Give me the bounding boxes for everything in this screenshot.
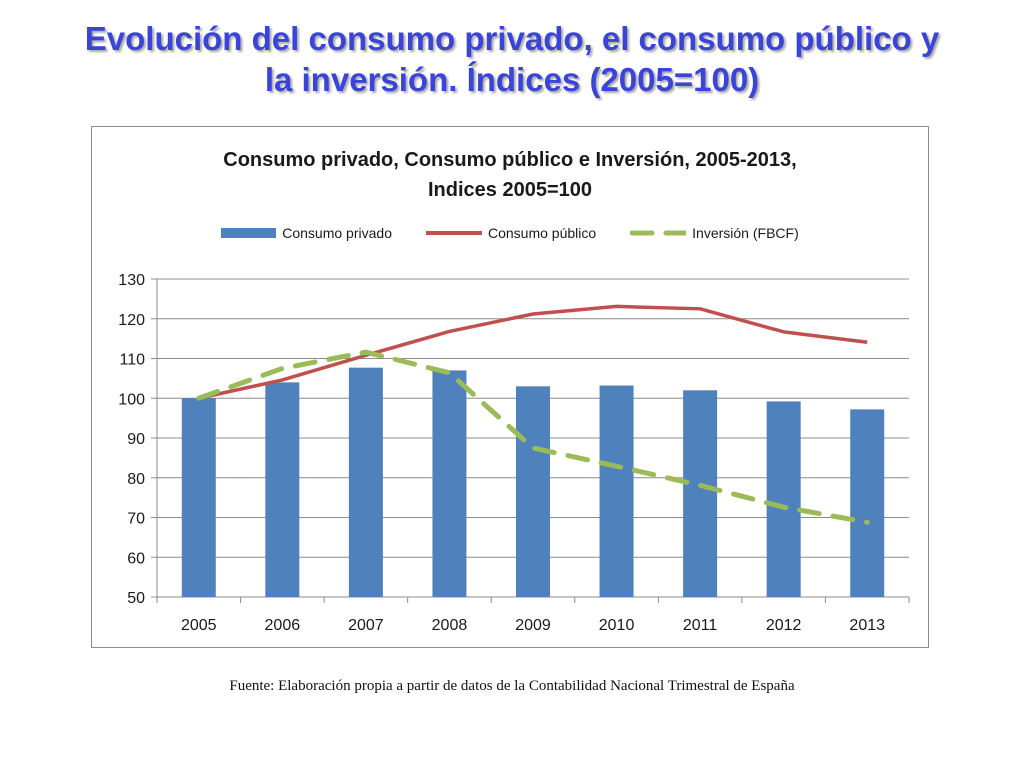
plot-area: 50 60 70 80 90 100 110 120 130 2005 2006 2007 2008 20… [118, 272, 910, 634]
legend-label-consumo-privado: Consumo privado [282, 225, 392, 241]
x-tick-label: 2008 [432, 617, 468, 634]
legend-swatch-bar [221, 228, 277, 238]
y-tick-label: 120 [118, 312, 145, 329]
x-tick-label: 2009 [515, 617, 551, 634]
y-tick-label: 60 [127, 550, 145, 567]
bar-consumo-privado-2006 [265, 382, 300, 597]
legend-label-consumo-publico: Consumo público [487, 225, 597, 241]
legend-label-inversion: Inversión (FBCF) [692, 225, 799, 241]
bar-consumo-privado-2008 [432, 370, 467, 597]
x-tick-label: 2007 [348, 617, 384, 634]
legend-item-consumo-publico: Consumo público [425, 225, 597, 241]
x-tick-label: 2010 [599, 617, 635, 634]
legend-swatch-dashed-line [630, 230, 687, 236]
chart-title-line2: Indices 2005=100 [427, 179, 592, 201]
slide-title-line1: Evolución del consumo privado, el consum… [84, 20, 940, 57]
chart-title: Consumo privado, Consumo público e Inver… [92, 145, 928, 205]
y-tick-label: 70 [127, 511, 145, 528]
x-tick-label: 2012 [766, 617, 802, 634]
slide-title: Evolución del consumo privado, el consum… [40, 18, 984, 100]
y-tick-label: 90 [127, 431, 145, 448]
chart-title-line1: Consumo privado, Consumo público e Inver… [223, 149, 797, 171]
y-tick-label: 130 [118, 272, 145, 289]
bar-consumo-privado-2012 [766, 401, 801, 597]
legend-item-consumo-privado: Consumo privado [221, 225, 392, 241]
legend-item-inversion: Inversión (FBCF) [630, 225, 799, 241]
bar-consumo-privado-2009 [516, 386, 550, 597]
bar-consumo-privado-2010 [599, 385, 634, 597]
y-tick-label: 110 [119, 352, 145, 369]
bar-consumo-privado-2005 [181, 398, 216, 597]
chart-legend: Consumo privado Consumo público Inversió… [92, 225, 928, 241]
slide-title-line2: la inversión. Índices (2005=100) [264, 61, 760, 98]
bar-consumo-privado-2013 [850, 409, 885, 597]
y-tick-label: 100 [118, 391, 145, 408]
y-tick-label: 50 [127, 590, 145, 607]
bar-consumo-privado-2007 [348, 367, 383, 597]
x-tick-label: 2005 [181, 617, 217, 634]
source-footnote: Fuente: Elaboración propia a partir de d… [229, 678, 795, 694]
y-tick-label: 80 [127, 471, 145, 488]
bar-consumo-privado-2011 [683, 390, 718, 597]
x-tick-label: 2013 [849, 617, 885, 634]
x-tick-label: 2011 [683, 617, 718, 634]
chart-container: Consumo privado, Consumo público e Inver… [91, 126, 929, 648]
legend-swatch-line [425, 231, 482, 235]
x-tick-label: 2006 [265, 617, 301, 634]
